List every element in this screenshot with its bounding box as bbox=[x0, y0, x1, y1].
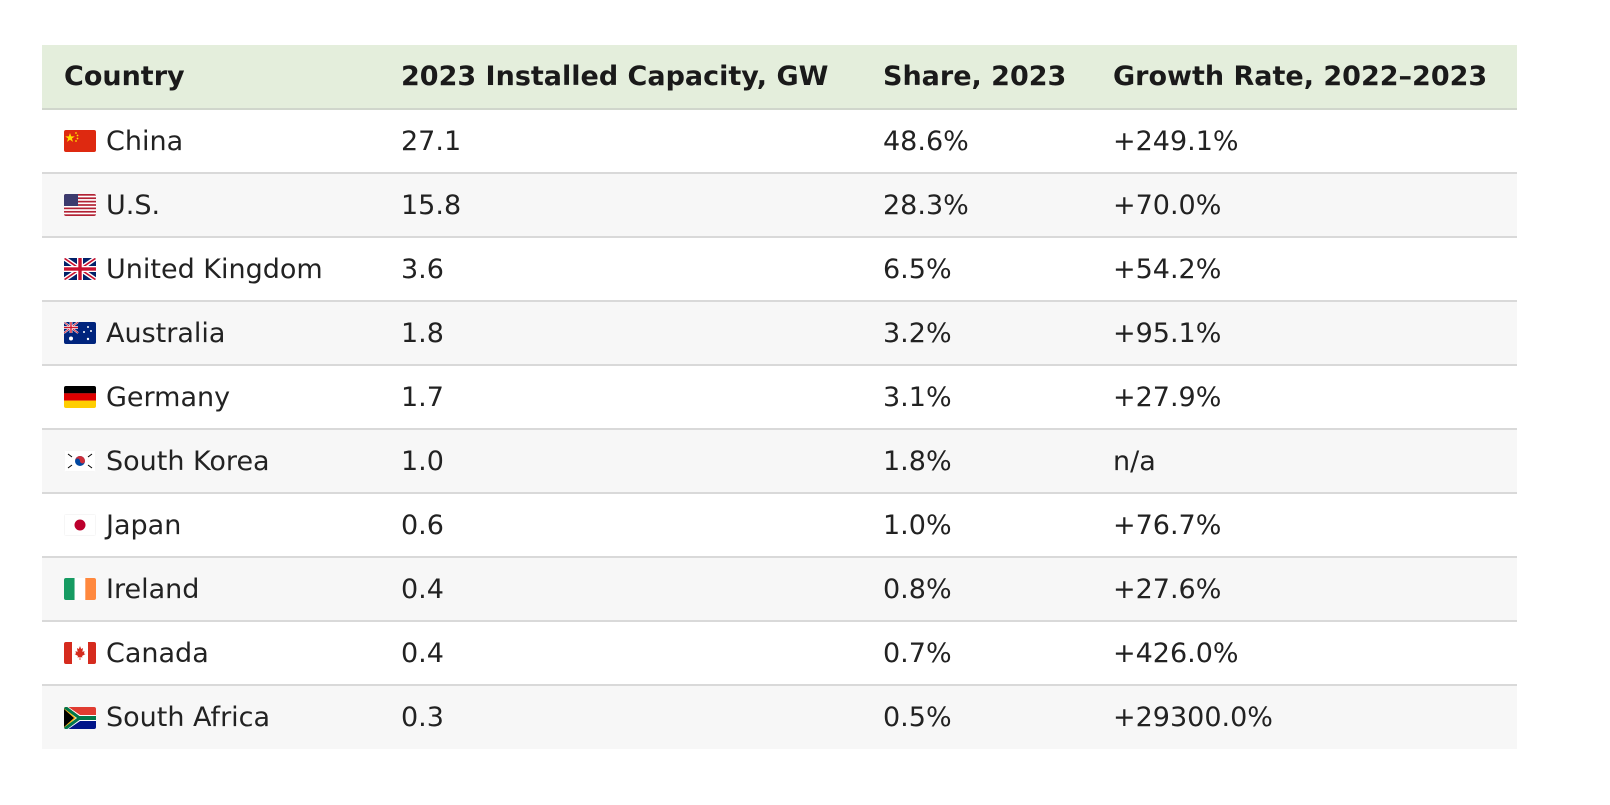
growth-cell: +95.1% bbox=[1113, 317, 1222, 349]
country-cell-content: Ireland bbox=[64, 574, 401, 605]
country-name: Japan bbox=[106, 509, 182, 541]
country-cell-content: Canada bbox=[64, 638, 401, 669]
uk-flag-icon bbox=[64, 258, 96, 280]
south-africa-flag-icon bbox=[64, 706, 96, 729]
table-body: China 27.1 48.6% +249.1% U.S. 15.8 28.3% +70.0%… bbox=[42, 109, 1517, 749]
country-name: China bbox=[106, 125, 184, 157]
table-row: Canada 0.4 0.7% +426.0% bbox=[42, 621, 1517, 685]
table-row: South Africa 0.3 0.5% +29300.0% bbox=[42, 685, 1517, 749]
country-cell: China bbox=[42, 109, 401, 173]
capacity-cell: 0.3 bbox=[401, 702, 444, 733]
table-row: Japan 0.6 1.0% +76.7% bbox=[42, 493, 1517, 557]
country-cell: United Kingdom bbox=[42, 237, 401, 301]
canada-flag-icon bbox=[64, 642, 96, 664]
country-cell: Germany bbox=[42, 365, 401, 429]
growth-cell: +27.9% bbox=[1113, 381, 1222, 413]
australia-flag-icon bbox=[64, 322, 96, 344]
header-share: Share, 2023 bbox=[883, 45, 1113, 110]
country-cell: Japan bbox=[42, 493, 401, 557]
country-name: Ireland bbox=[106, 573, 200, 605]
table-row: China 27.1 48.6% +249.1% bbox=[42, 109, 1517, 173]
growth-cell: +54.2% bbox=[1113, 253, 1222, 285]
share-cell: 6.5% bbox=[883, 253, 952, 285]
country-name: Canada bbox=[106, 637, 209, 669]
table-row: United Kingdom 3.6 6.5% +54.2% bbox=[42, 237, 1517, 301]
capacity-table: Country 2023 Installed Capacity, GW Shar… bbox=[42, 45, 1517, 749]
south-korea-flag-icon bbox=[64, 450, 96, 472]
capacity-cell: 27.1 bbox=[401, 125, 462, 157]
capacity-cell: 0.4 bbox=[401, 637, 444, 669]
growth-cell: n/a bbox=[1113, 445, 1156, 477]
share-cell: 3.2% bbox=[883, 317, 952, 349]
share-cell: 3.1% bbox=[883, 381, 952, 413]
growth-cell: +426.0% bbox=[1113, 637, 1239, 669]
share-cell: 1.8% bbox=[883, 445, 952, 477]
share-cell: 0.8% bbox=[883, 573, 952, 605]
capacity-cell: 0.4 bbox=[401, 573, 444, 605]
capacity-cell: 3.6 bbox=[401, 253, 444, 285]
country-cell: South Korea bbox=[42, 429, 401, 493]
table-row: South Korea 1.0 1.8% n/a bbox=[42, 429, 1517, 493]
share-cell: 0.7% bbox=[883, 637, 952, 669]
growth-cell: +249.1% bbox=[1113, 125, 1239, 157]
capacity-cell: 1.8 bbox=[401, 317, 444, 349]
table-row: Germany 1.7 3.1% +27.9% bbox=[42, 365, 1517, 429]
country-name: Australia bbox=[106, 317, 226, 349]
table-row: U.S. 15.8 28.3% +70.0% bbox=[42, 173, 1517, 237]
germany-flag-icon bbox=[64, 386, 96, 408]
header-capacity: 2023 Installed Capacity, GW bbox=[401, 45, 883, 110]
country-cell-content: Japan bbox=[64, 510, 401, 541]
country-cell: South Africa bbox=[42, 685, 401, 749]
share-cell: 1.0% bbox=[883, 509, 952, 541]
capacity-cell: 0.6 bbox=[401, 509, 444, 541]
country-name: South Korea bbox=[106, 445, 270, 477]
growth-cell: +70.0% bbox=[1113, 189, 1222, 221]
country-cell-content: Australia bbox=[64, 318, 401, 349]
capacity-cell: 1.7 bbox=[401, 381, 444, 413]
table-row: Ireland 0.4 0.8% +27.6% bbox=[42, 557, 1517, 621]
country-name: United Kingdom bbox=[106, 253, 323, 285]
country-cell-content: China bbox=[64, 126, 401, 157]
ireland-flag-icon bbox=[64, 578, 96, 600]
country-cell-content: United Kingdom bbox=[64, 254, 401, 285]
growth-cell: +27.6% bbox=[1113, 573, 1222, 605]
header-country: Country bbox=[42, 45, 401, 110]
country-cell-content: Germany bbox=[64, 382, 401, 413]
share-cell: 28.3% bbox=[883, 189, 969, 221]
country-cell-content: South Korea bbox=[64, 446, 401, 477]
share-cell: 48.6% bbox=[883, 125, 969, 157]
country-cell: U.S. bbox=[42, 173, 401, 237]
growth-cell: +76.7% bbox=[1113, 509, 1222, 541]
country-cell: Ireland bbox=[42, 557, 401, 621]
country-cell: Australia bbox=[42, 301, 401, 365]
country-name: U.S. bbox=[106, 189, 161, 221]
japan-flag-icon bbox=[64, 514, 96, 536]
country-cell-content: U.S. bbox=[64, 190, 401, 221]
us-flag-icon bbox=[64, 194, 96, 216]
country-name: Germany bbox=[106, 381, 231, 413]
capacity-cell: 15.8 bbox=[401, 189, 462, 221]
growth-cell: +29300.0% bbox=[1113, 702, 1273, 733]
share-cell: 0.5% bbox=[883, 702, 952, 733]
header-row: Country 2023 Installed Capacity, GW Shar… bbox=[42, 45, 1517, 110]
country-name: South Africa bbox=[106, 702, 271, 733]
country-cell-content: South Africa bbox=[64, 702, 401, 733]
table-row: Australia 1.8 3.2% +95.1% bbox=[42, 301, 1517, 365]
capacity-cell: 1.0 bbox=[401, 445, 444, 477]
table-header: Country 2023 Installed Capacity, GW Shar… bbox=[42, 45, 1517, 110]
china-flag-icon bbox=[64, 130, 96, 152]
country-cell: Canada bbox=[42, 621, 401, 685]
header-growth: Growth Rate, 2022–2023 bbox=[1113, 45, 1517, 110]
